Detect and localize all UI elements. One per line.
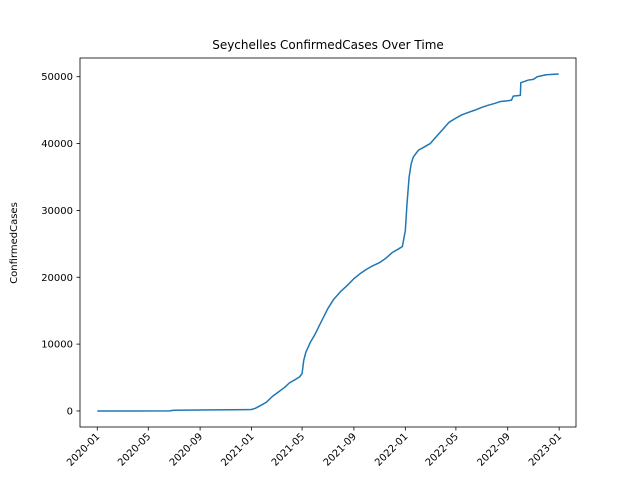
y-tick-label: 10000: [41, 340, 73, 351]
x-tick-label: 2020-01: [65, 431, 102, 468]
x-tick-label: 2022-09: [476, 431, 513, 468]
x-tick-label: 2020-05: [116, 431, 153, 468]
x-tick-label: 2021-09: [322, 431, 359, 468]
y-tick-label: 30000: [41, 206, 73, 217]
x-tick-label: 2022-05: [424, 431, 461, 468]
chart-title: Seychelles ConfirmedCases Over Time: [212, 38, 444, 52]
y-tick-label: 0: [67, 406, 73, 417]
y-tick-label: 40000: [41, 139, 73, 150]
x-tick-label: 2021-05: [270, 431, 307, 468]
y-tick-label: 20000: [41, 273, 73, 284]
y-axis-label: ConfirmedCases: [9, 202, 20, 284]
x-tick-label: 2021-01: [219, 431, 256, 468]
x-tick-label: 2023-01: [527, 431, 564, 468]
y-tick-label: 50000: [41, 72, 73, 83]
plot-frame: [79, 57, 577, 428]
series-line-0: [97, 73, 559, 412]
x-tick-label: 2022-01: [373, 431, 410, 468]
plot-area: 0 10000 20000 30000 40000 50000 2020-01 2020-05…: [41, 57, 577, 469]
x-tick-label: 2020-09: [168, 431, 205, 468]
